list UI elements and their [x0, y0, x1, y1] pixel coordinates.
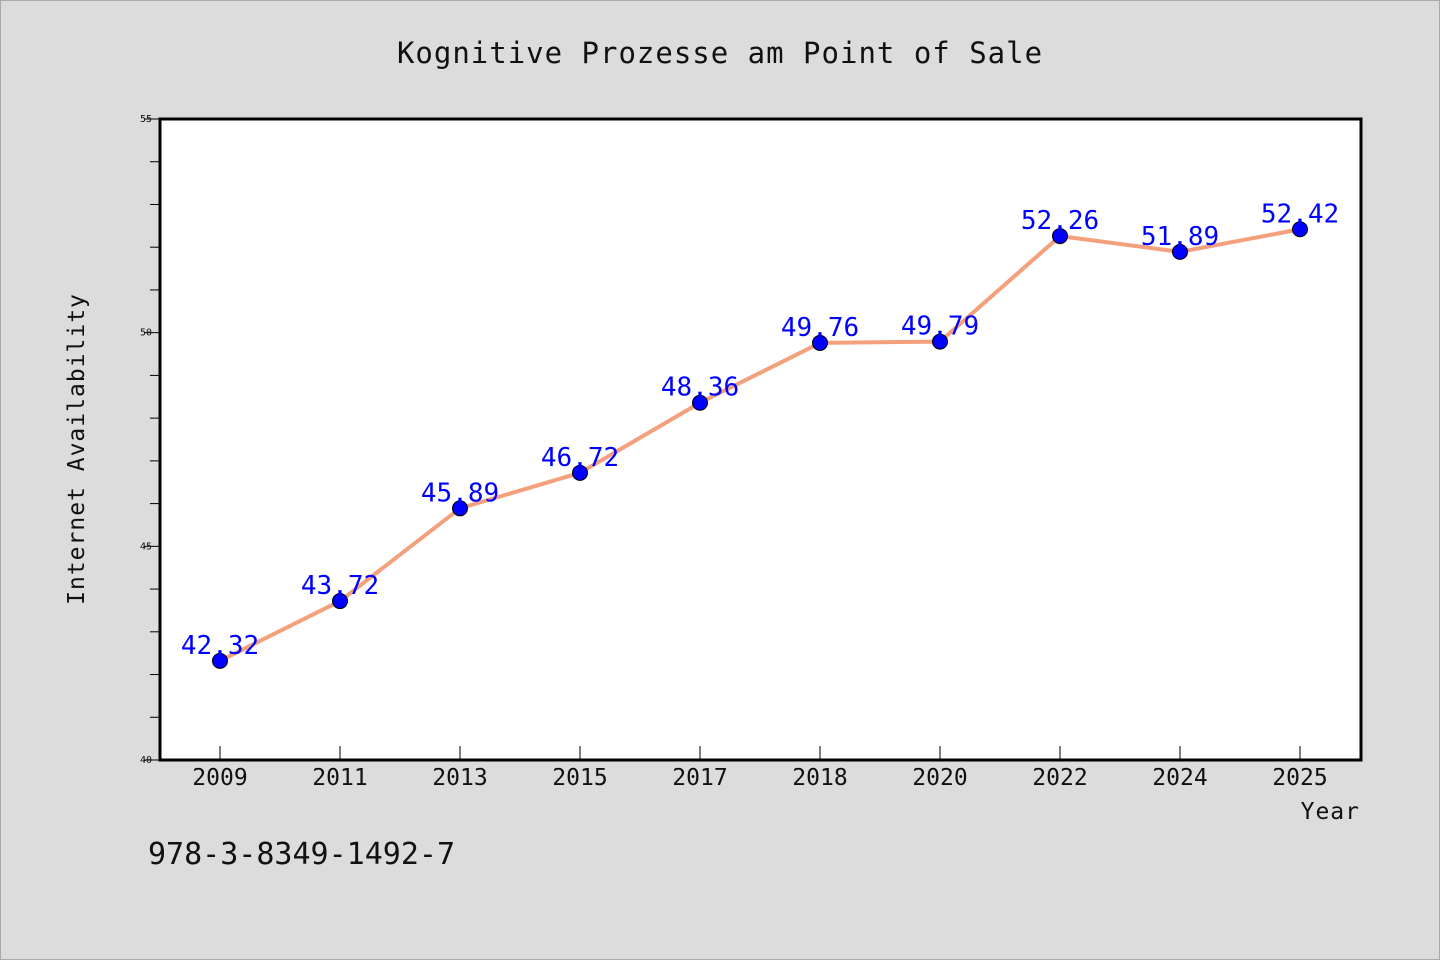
- y-axis-label: Internet Availability: [64, 293, 90, 605]
- x-axis: 2009 2011 2013 2015 2017 2018 2020 2022 2024 2025: [192, 746, 1328, 791]
- x-tick-label: 2017: [672, 765, 727, 791]
- y-tick-label: 45: [140, 541, 152, 552]
- y-tick-label: 55: [140, 114, 152, 125]
- data-label: 51.89: [1141, 222, 1219, 252]
- data-label: 49.76: [781, 313, 859, 343]
- data-label: 43.72: [301, 571, 379, 601]
- series-line: [212, 221, 1308, 669]
- data-label: 46.72: [541, 443, 619, 473]
- y-axis: 40 45 50 55: [140, 114, 160, 766]
- chart-title: Kognitive Prozesse am Point of Sale: [397, 36, 1043, 70]
- data-label: 49.79: [901, 312, 979, 342]
- data-label: 42.32: [181, 631, 259, 661]
- x-tick-label: 2025: [1272, 765, 1327, 791]
- y-tick-label: 40: [140, 755, 152, 766]
- x-tick-label: 2009: [192, 765, 247, 791]
- data-label: 45.89: [421, 478, 499, 508]
- isbn-text: 978-3-8349-1492-7: [148, 837, 455, 872]
- data-point: [452, 500, 468, 517]
- x-tick-label: 2020: [912, 765, 967, 791]
- x-tick-label: 2024: [1152, 765, 1207, 791]
- x-tick-label: 2011: [312, 765, 367, 791]
- data-labels: 42.32 43.72 45.89 46.72 48.36 49.76 49.79 52.26…: [181, 199, 1339, 661]
- data-label: 52.26: [1021, 206, 1099, 236]
- plot-area: [158, 117, 1363, 762]
- y-tick-label: 50: [140, 328, 152, 339]
- x-tick-label: 2015: [552, 765, 607, 791]
- data-point: [1172, 243, 1188, 260]
- data-point: [1052, 228, 1068, 245]
- x-tick-label: 2022: [1032, 765, 1087, 791]
- series-polyline: [219, 227, 1301, 663]
- data-label: 48.36: [661, 373, 739, 403]
- x-tick-label: 2013: [432, 765, 487, 791]
- data-point: [1292, 221, 1308, 238]
- data-point: [692, 394, 708, 411]
- data-point: [932, 333, 948, 350]
- data-point: [572, 464, 588, 481]
- x-tick-label: 2018: [792, 765, 847, 791]
- data-point: [812, 334, 828, 351]
- data-label: 52.42: [1261, 199, 1339, 229]
- data-point: [332, 593, 348, 610]
- x-axis-label: Year: [1301, 799, 1360, 825]
- data-point: [212, 652, 228, 669]
